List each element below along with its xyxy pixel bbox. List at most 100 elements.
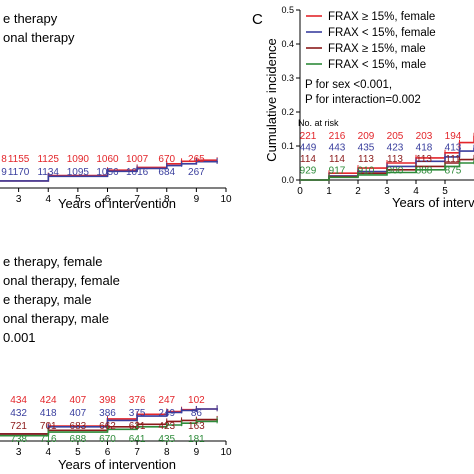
panel-c-risk-row-2-value-6: 413 xyxy=(445,143,462,154)
panel-a-risk-row-2-value-3: 1095 xyxy=(67,167,90,178)
panel-a-risk-row-2-lead: 9 xyxy=(1,167,7,178)
panel-b-risk-row-3-value-4: 662 xyxy=(99,421,116,432)
panel-b-risk-row-2-value-4: 386 xyxy=(99,408,116,419)
panel-a: e therapy onal therapy 3 4 5 6 7 8 9 10 8 1155 11… xyxy=(0,11,232,211)
panel-b: e therapy, female onal therapy, female e… xyxy=(0,254,232,472)
panel-b-x-tick-label-7: 7 xyxy=(134,447,140,458)
panel-c-risk-row-2-value-1: 449 xyxy=(300,143,317,154)
panel-c-legend-entry-1: FRAX ≥ 15%, female xyxy=(328,11,435,23)
panel-a-x-tick-label-3: 3 xyxy=(16,194,22,205)
panel-b-legend: e therapy, female onal therapy, female e… xyxy=(3,254,120,345)
panel-c-risk-row-1-value-2: 216 xyxy=(329,131,346,142)
panel-c-risk-row-4-value-1: 929 xyxy=(300,166,317,177)
panel-b-x-ticks: 3 4 5 6 7 8 9 10 xyxy=(16,441,232,458)
panel-a-x-axis-label: Years of intervention xyxy=(58,196,176,211)
panel-b-x-axis-label: Years of intervention xyxy=(58,457,176,472)
panel-a-legend-entry-1: e therapy xyxy=(3,11,58,26)
panel-a-legend-entry-2: onal therapy xyxy=(3,30,75,45)
panel-b-x-tick-label-5: 5 xyxy=(75,447,81,458)
panel-c-y-tick-label-0.4: 0.4 xyxy=(281,39,294,49)
panel-b-x-tick-label-9: 9 xyxy=(194,447,200,458)
panel-b-risk-row-4-value-5: 641 xyxy=(129,434,146,445)
panel-b-risk-row-3-value-2: 701 xyxy=(40,421,57,432)
panel-b-risk-row-3-value-5: 631 xyxy=(129,421,146,432)
panel-c-risk-row-1-value-3: 209 xyxy=(358,131,375,142)
panel-a-risk-row-2-value-4: 1056 xyxy=(96,167,119,178)
panel-b-plot-lines xyxy=(0,405,218,437)
panel-b-x-tick-label-10: 10 xyxy=(220,447,232,458)
panel-b-risk-row-2-value-3: 407 xyxy=(70,408,87,419)
panel-c-p-sex: P for sex <0.001, xyxy=(305,79,392,91)
panel-b-legend-entry-2: onal therapy, female xyxy=(3,273,120,288)
panel-b-legend-entry-4: onal therapy, male xyxy=(3,311,109,326)
panel-b-risk-row-1-value-6: 247 xyxy=(158,395,175,406)
panel-a-risk-row-1-value-3: 1090 xyxy=(67,154,90,165)
panel-b-legend-entry-1: e therapy, female xyxy=(3,254,102,269)
panel-b-x-tick-label-8: 8 xyxy=(164,447,170,458)
panel-b-risk-row-3-value-7: 163 xyxy=(188,421,205,432)
panel-c-risk-row-3-value-3: 113 xyxy=(358,154,374,165)
panel-c-legend: FRAX ≥ 15%, female FRAX < 15%, female FRAX… xyxy=(306,11,436,71)
panel-c-risk-row-2-value-4: 423 xyxy=(387,143,404,154)
panel-c-y-tick-label-0.0: 0.0 xyxy=(281,175,294,185)
panel-a-risk-row-1-value-1: 1155 xyxy=(8,154,30,165)
panel-c-risk-row-2-value-2: 443 xyxy=(329,143,346,154)
panel-a-risk-row-1-value-4: 1060 xyxy=(96,154,119,165)
panel-a-x-tick-label-10: 10 xyxy=(220,194,232,205)
panel-c-letter: C xyxy=(252,11,263,28)
panel-c-x-tick-label-3: 3 xyxy=(384,186,390,197)
panel-b-risk-row-1-value-5: 376 xyxy=(129,395,146,406)
panel-a-risk-row-2-value-5: 1016 xyxy=(126,167,149,178)
panel-a-x-tick-label-9: 9 xyxy=(194,194,200,205)
panel-c-legend-entry-4: FRAX < 15%, male xyxy=(328,59,426,71)
panel-a-x-tick-label-8: 8 xyxy=(164,194,170,205)
panel-c-risk-row-3-value-1: 114 xyxy=(300,154,316,165)
panel-b-risk-row-1-value-2: 424 xyxy=(40,395,57,406)
panel-c-risk-row-3-value-4: 113 xyxy=(387,154,403,165)
panel-a-risk-row-2-value-7: 267 xyxy=(188,167,205,178)
panel-a-x-tick-label-5: 5 xyxy=(75,194,81,205)
panel-c-legend-entry-2: FRAX < 15%, female xyxy=(328,27,436,39)
panel-c-risk-row-4-value-2: 917 xyxy=(329,166,346,177)
panel-c-p-interaction: P for interaction=0.002 xyxy=(305,94,421,106)
panel-c-risk-table: 221 216 209 205 203 194 449 443 435 423 418 413 114 1… xyxy=(300,131,462,177)
panel-b-risk-row-2-value-5: 375 xyxy=(129,408,146,419)
panel-c-x-tick-label-5: 5 xyxy=(442,186,448,197)
panel-c-x-axis-label: Years of interve xyxy=(392,195,474,210)
panel-c-plot-lines xyxy=(300,132,474,181)
panel-c-legend-entry-3: FRAX ≥ 15%, male xyxy=(328,43,426,55)
panel-c-risk-row-3-value-2: 114 xyxy=(329,154,345,165)
panel-b-x-tick-label-4: 4 xyxy=(45,447,51,458)
panel-a-risk-row-2-value-2: 1134 xyxy=(37,167,59,178)
panel-c-x-tick-label-1: 1 xyxy=(326,186,332,197)
panel-a-plot-lines xyxy=(0,157,218,182)
panel-c-risk-row-1-value-6: 194 xyxy=(445,131,462,142)
panel-a-risk-row-2-value-1: 1170 xyxy=(8,167,30,178)
panel-c-risk-row-3-value-5: 113 xyxy=(416,154,432,165)
panel-c-risk-row-2-value-5: 418 xyxy=(416,143,433,154)
panel-b-pvalue: 0.001 xyxy=(3,330,36,345)
panel-c-x-tick-label-4: 4 xyxy=(413,186,419,197)
panel-a-risk-row-1-value-2: 1125 xyxy=(37,154,59,165)
panel-b-x-tick-label-3: 3 xyxy=(16,447,22,458)
panel-b-risk-row-1-value-1: 434 xyxy=(10,395,27,406)
panel-c-y-tick-label-0.3: 0.3 xyxy=(281,73,294,83)
panel-b-risk-row-4-value-7: 181 xyxy=(188,434,205,445)
panel-b-risk-row-2-value-7: 86 xyxy=(191,408,203,419)
panel-b-risk-row-1-value-3: 407 xyxy=(70,395,87,406)
panel-c-risk-row-4-value-6: 875 xyxy=(445,166,462,177)
panel-a-risk-row-1-lead: 8 xyxy=(1,154,7,165)
panel-a-risk-row-2-value-6: 684 xyxy=(158,167,175,178)
panel-b-risk-row-2-value-2: 418 xyxy=(40,408,57,419)
panel-a-risk-row-1-value-5: 1007 xyxy=(126,154,149,165)
panel-b-risk-row-1-value-7: 102 xyxy=(188,395,205,406)
panel-c-y-axis-label: Cumulative incidence xyxy=(264,38,279,162)
panel-c-risk-row-4-value-5: 888 xyxy=(416,166,433,177)
panel-b-risk-row-3-value-6: 423 xyxy=(158,421,175,432)
panel-c-y-ticks: 0.0 0.1 0.2 0.3 0.4 0.5 xyxy=(281,5,300,185)
panel-b-risk-row-4-value-6: 435 xyxy=(158,434,175,445)
panel-b-risk-row-4-value-2: 716 xyxy=(40,434,57,445)
panel-b-risk-row-1-value-4: 398 xyxy=(99,395,116,406)
panel-c-risk-row-2-value-3: 435 xyxy=(358,143,375,154)
